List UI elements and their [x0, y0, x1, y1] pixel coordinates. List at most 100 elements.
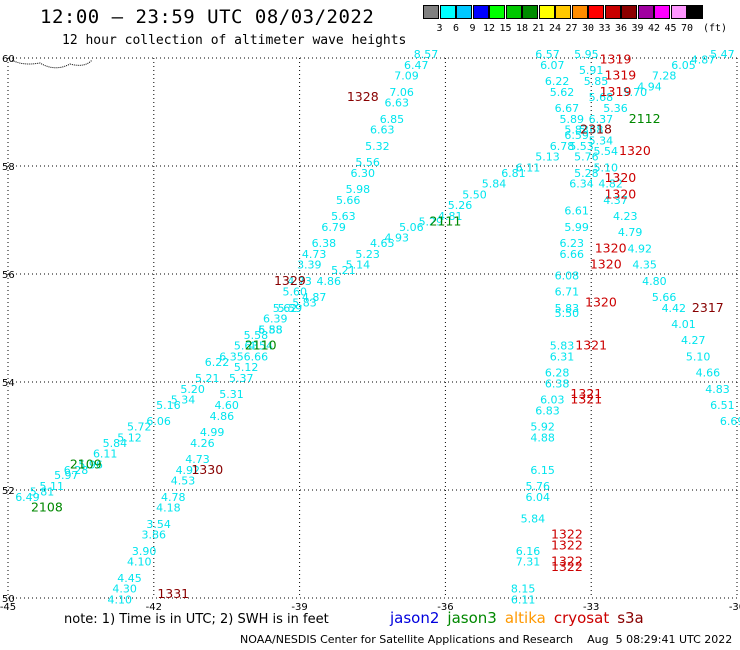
y-tick-label: 56	[2, 270, 15, 281]
satellite-legend-item: jason3	[447, 609, 497, 627]
swh-value: 5.81	[30, 485, 55, 498]
swh-value: 6.67	[555, 102, 580, 115]
swh-value: 5.70	[623, 86, 648, 99]
color-scale-label: 24	[548, 23, 562, 34]
swh-value: 5.50	[555, 307, 580, 320]
pass-number: 1331	[157, 586, 189, 601]
swh-value: 6.79	[321, 221, 346, 234]
pass-number: 1320	[590, 257, 622, 272]
swh-value: 4.73	[185, 453, 210, 466]
color-scale-label: 42	[647, 23, 661, 34]
greenland-coast	[11, 59, 93, 69]
swh-value: 4.78	[161, 491, 186, 504]
satellite-legend-item: jason2	[390, 609, 440, 627]
page-subtitle: 12 hour collection of altimeter wave hei…	[62, 33, 407, 48]
color-swatch	[522, 5, 538, 19]
swh-value: 4.82	[598, 178, 623, 191]
swh-value: 6.08	[555, 269, 580, 282]
x-tick-label: -39	[291, 602, 307, 613]
color-scale-label: 70	[680, 23, 694, 34]
color-scale-label: 9	[469, 23, 476, 34]
swh-value: 6.04	[525, 491, 550, 504]
swh-value: 6.22	[545, 75, 570, 88]
swh-value: 6.11	[511, 593, 536, 606]
pass-number: 2317	[692, 300, 724, 315]
pass-number: 1328	[347, 89, 379, 104]
swh-value: 6.49	[15, 491, 40, 504]
swh-value: 5.53	[569, 140, 594, 153]
swh-value: 5.98	[346, 183, 371, 196]
swh-value: 5.66	[652, 291, 677, 304]
swh-value: 5.96	[78, 458, 103, 471]
swh-value: 6.38	[312, 237, 337, 250]
y-tick-label: 50	[2, 594, 15, 605]
x-tick-label: -36	[437, 602, 453, 613]
wave-height-values: 6.495.815.115.976.285.966.115.845.125.72…	[15, 48, 740, 606]
pass-number: 1320	[604, 186, 636, 201]
swh-value: 6.66	[244, 350, 269, 363]
pass-number: 1319	[600, 51, 632, 66]
swh-value: 6.31	[550, 350, 575, 363]
swh-value: 7.06	[389, 86, 414, 99]
swh-value: 3.54	[146, 518, 171, 531]
swh-value: 5.23	[355, 248, 380, 261]
y-tick-label: 52	[2, 486, 15, 497]
swh-value: 4.92	[176, 464, 201, 477]
swh-value: 6.28	[64, 464, 89, 477]
swh-value: 5.47	[710, 48, 735, 61]
swh-value: 5.20	[180, 383, 205, 396]
swh-value: 6.05	[671, 59, 696, 72]
swh-value: 6.83	[535, 404, 560, 417]
swh-value: 6.30	[351, 167, 376, 180]
color-scale-label: 36	[614, 23, 628, 34]
swh-value: 5.83	[550, 340, 575, 353]
swh-value: 5.83	[555, 302, 580, 315]
color-swatch	[472, 5, 489, 19]
color-scale-label: 12	[482, 23, 496, 34]
swh-value: 5.95	[574, 48, 599, 61]
color-scale-legend: 3 6 9 12 15 18 21 24 27 30 33 36 39 42 45 70 (ft)	[423, 5, 733, 37]
color-scale-label: 27	[565, 23, 578, 34]
swh-value: 4.99	[200, 426, 225, 439]
y-tick-label: 60	[2, 54, 15, 65]
swh-value: 6.37	[589, 113, 614, 126]
color-swatch	[670, 5, 687, 19]
swh-value: 5.34	[589, 134, 614, 147]
swh-value: 4.92	[628, 242, 653, 255]
swh-value: 5.31	[219, 388, 244, 401]
swh-value: 8.15	[511, 583, 536, 596]
color-swatch	[456, 5, 472, 19]
color-swatch	[505, 5, 522, 19]
pass-number: 1320	[604, 170, 636, 185]
swh-value: 5.99	[564, 221, 589, 234]
credit-line: NOAA/NESDIS Center for Satellite Applica…	[240, 633, 733, 646]
swh-value: 7.28	[652, 70, 677, 83]
color-scale-label: 45	[664, 23, 677, 34]
color-scale-label: 18	[515, 23, 529, 34]
axis-ticks: -45 -42 -39 -36 -33 -30 50 52 54 56 58 60	[0, 54, 740, 613]
swh-value: 5.76	[574, 151, 599, 164]
x-tick-label: -33	[583, 602, 599, 613]
swh-value: 5.06	[399, 221, 424, 234]
swh-value: 5.62	[273, 302, 298, 315]
swh-value: 4.73	[302, 248, 327, 261]
swh-value: 4.65	[370, 237, 395, 250]
color-swatch	[423, 5, 439, 19]
swh-value: 4.66	[696, 367, 721, 380]
y-tick-label: 58	[2, 162, 15, 173]
swh-value: 5.60	[282, 286, 307, 299]
pass-number: 1329	[274, 273, 306, 288]
swh-value: 5.91	[579, 64, 604, 77]
swh-value: 4.73	[287, 275, 312, 288]
swh-value: 5.85	[584, 75, 609, 88]
pass-number: 1320	[595, 240, 627, 255]
swh-value: 4.30	[112, 583, 137, 596]
swh-value: 3.39	[297, 259, 322, 272]
swh-value: 6.81	[501, 167, 526, 180]
swh-value: 3.86	[142, 529, 167, 542]
pass-number: 2318	[580, 122, 612, 137]
pass-number: 1322	[551, 527, 583, 542]
pass-number: 2111	[429, 213, 461, 228]
swh-value: 5.83	[292, 296, 317, 309]
